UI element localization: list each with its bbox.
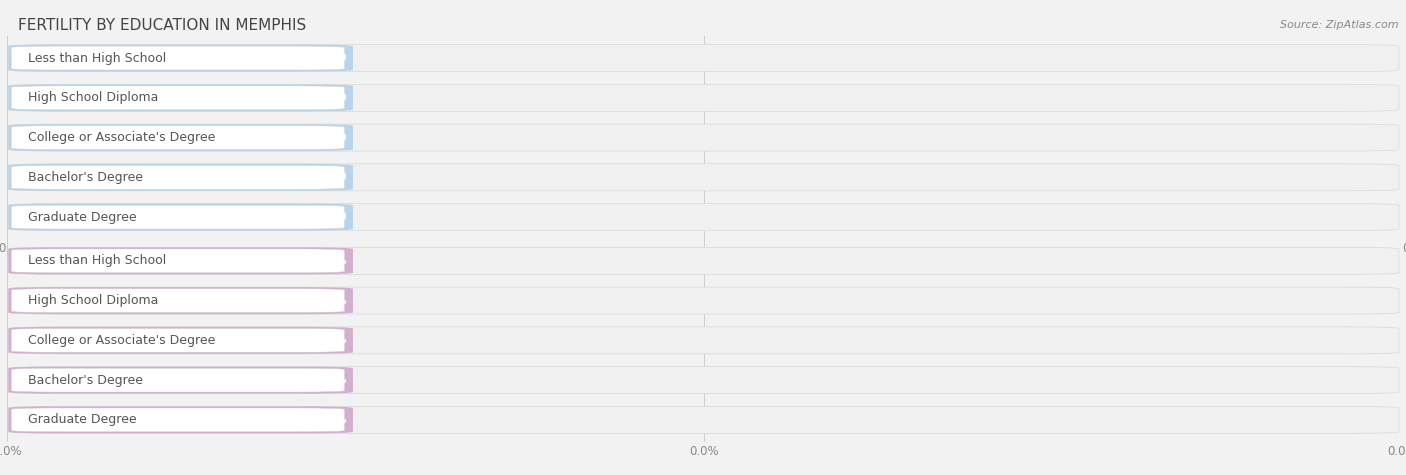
FancyBboxPatch shape [8,247,1399,275]
FancyBboxPatch shape [11,289,344,313]
Text: Graduate Degree: Graduate Degree [28,210,136,224]
FancyBboxPatch shape [11,368,344,392]
Text: Less than High School: Less than High School [28,254,166,267]
Text: 0.0: 0.0 [328,212,347,222]
FancyBboxPatch shape [11,46,344,70]
Text: 0.0%: 0.0% [316,375,347,385]
Text: College or Associate's Degree: College or Associate's Degree [28,131,215,144]
FancyBboxPatch shape [11,165,344,189]
FancyBboxPatch shape [8,367,353,394]
Text: Bachelor's Degree: Bachelor's Degree [28,374,143,387]
FancyBboxPatch shape [8,85,1399,111]
FancyBboxPatch shape [11,408,344,432]
Text: 0.0: 0.0 [328,133,347,142]
Text: 0.0: 0.0 [328,53,347,63]
FancyBboxPatch shape [8,247,353,275]
FancyBboxPatch shape [8,407,1399,433]
Text: Source: ZipAtlas.com: Source: ZipAtlas.com [1281,20,1399,30]
FancyBboxPatch shape [8,164,353,191]
FancyBboxPatch shape [8,45,353,72]
Text: College or Associate's Degree: College or Associate's Degree [28,334,215,347]
FancyBboxPatch shape [8,367,1399,394]
FancyBboxPatch shape [11,205,344,229]
Text: Bachelor's Degree: Bachelor's Degree [28,171,143,184]
Text: 0.0: 0.0 [328,172,347,182]
FancyBboxPatch shape [11,86,344,110]
Text: 0.0%: 0.0% [316,256,347,266]
FancyBboxPatch shape [11,328,344,352]
Text: Graduate Degree: Graduate Degree [28,413,136,427]
FancyBboxPatch shape [11,126,344,150]
FancyBboxPatch shape [8,327,353,354]
Text: High School Diploma: High School Diploma [28,294,159,307]
Text: 0.0: 0.0 [328,93,347,103]
FancyBboxPatch shape [8,204,353,231]
Text: FERTILITY BY EDUCATION IN MEMPHIS: FERTILITY BY EDUCATION IN MEMPHIS [18,18,307,33]
FancyBboxPatch shape [8,287,353,314]
Text: 0.0%: 0.0% [316,295,347,305]
Text: 0.0%: 0.0% [316,335,347,345]
FancyBboxPatch shape [8,204,1399,231]
FancyBboxPatch shape [8,124,1399,151]
Text: Less than High School: Less than High School [28,52,166,65]
FancyBboxPatch shape [8,85,353,111]
Text: High School Diploma: High School Diploma [28,91,159,104]
FancyBboxPatch shape [8,407,353,433]
FancyBboxPatch shape [8,327,1399,354]
FancyBboxPatch shape [8,124,353,151]
FancyBboxPatch shape [11,249,344,273]
FancyBboxPatch shape [8,287,1399,314]
Text: 0.0%: 0.0% [316,415,347,425]
FancyBboxPatch shape [8,45,1399,72]
FancyBboxPatch shape [8,164,1399,191]
